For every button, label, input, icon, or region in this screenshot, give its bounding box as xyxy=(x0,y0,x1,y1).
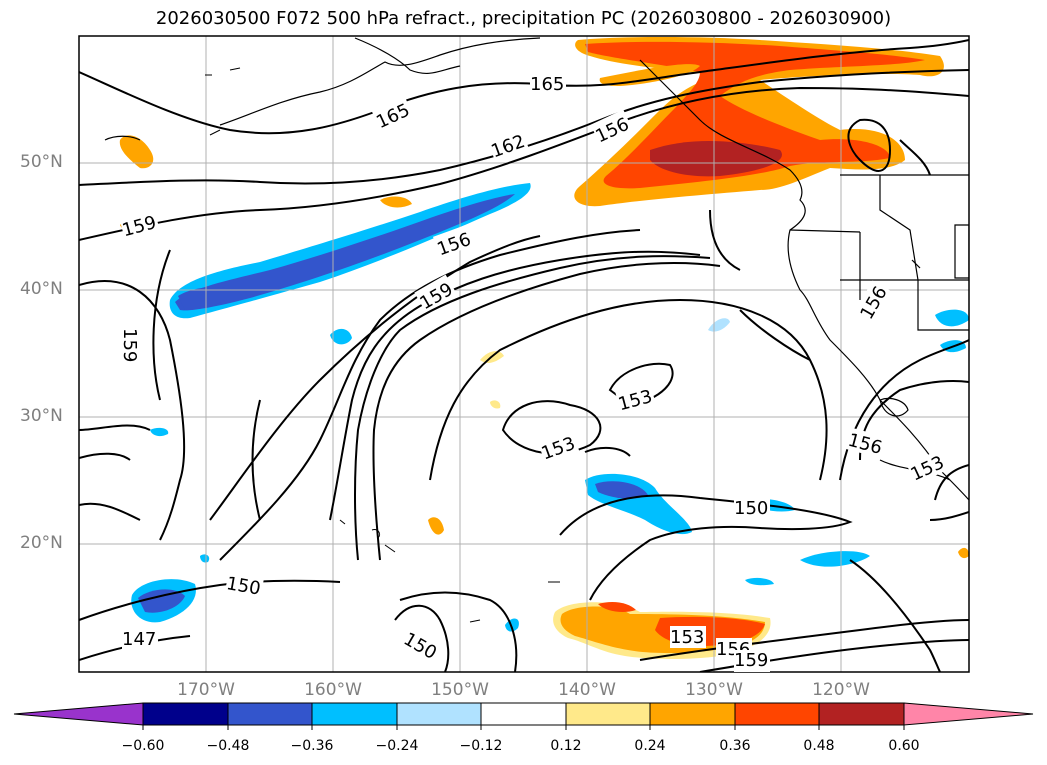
contour-label: 159 xyxy=(119,328,140,362)
contour-labels: 165 165 162 156 159 156 159 159 153 153 … xyxy=(119,72,949,672)
contour-label: 153 xyxy=(670,627,704,648)
longitude-label: 150°W xyxy=(431,680,489,700)
contour-label: 159 xyxy=(734,650,768,671)
colorbar-tick-label: −0.12 xyxy=(459,738,503,754)
colorbar-bin xyxy=(311,702,398,726)
longitude-label: 140°W xyxy=(558,680,616,700)
colorbar-tick-label: −0.48 xyxy=(206,738,250,754)
colorbar-bin xyxy=(142,702,229,726)
latitude-label: 50°N xyxy=(20,152,63,172)
longitude-label: 130°W xyxy=(685,680,743,700)
contour-label: 150 xyxy=(734,498,768,519)
colorbar-bin xyxy=(818,702,905,726)
colorbar-bin xyxy=(565,702,651,726)
colorbar-bin xyxy=(734,702,820,726)
contour-label: 147 xyxy=(122,629,156,650)
longitude-label: 170°W xyxy=(177,680,235,700)
colorbar-bin xyxy=(649,702,736,726)
negative-precip-shading xyxy=(131,183,969,632)
latitude-label: 30°N xyxy=(20,406,63,426)
chart-title: 2026030500 F072 500 hPa refract., precip… xyxy=(155,8,892,29)
map-border xyxy=(78,35,970,673)
colorbar-tick-label: 0.36 xyxy=(719,738,751,754)
colorbar-extend-high xyxy=(903,702,1034,726)
islands xyxy=(205,67,560,623)
longitude-label: 160°W xyxy=(304,680,362,700)
latitude-label: 20°N xyxy=(20,533,63,553)
colorbar-tick-label: 0.60 xyxy=(888,738,920,754)
colorbar-extend-low xyxy=(13,702,144,726)
colorbar xyxy=(13,702,1034,730)
colorbar-bin xyxy=(480,702,567,726)
colorbar-bin xyxy=(227,702,313,726)
colorbar-tick-label: −0.60 xyxy=(121,738,165,754)
colorbar-tick-label: 0.48 xyxy=(803,738,835,754)
colorbar-bin xyxy=(396,702,482,726)
colorbar-tick-label: 0.24 xyxy=(634,738,666,754)
contour-label: 165 xyxy=(530,74,564,95)
colorbar-tick-label: −0.36 xyxy=(290,738,334,754)
longitude-label: 120°W xyxy=(812,680,870,700)
colorbar-tick-label: 0.12 xyxy=(550,738,582,754)
gridlines xyxy=(79,36,969,672)
coastlines xyxy=(104,37,969,501)
colorbar-tick-label: −0.24 xyxy=(375,738,419,754)
latitude-label: 40°N xyxy=(20,279,63,299)
